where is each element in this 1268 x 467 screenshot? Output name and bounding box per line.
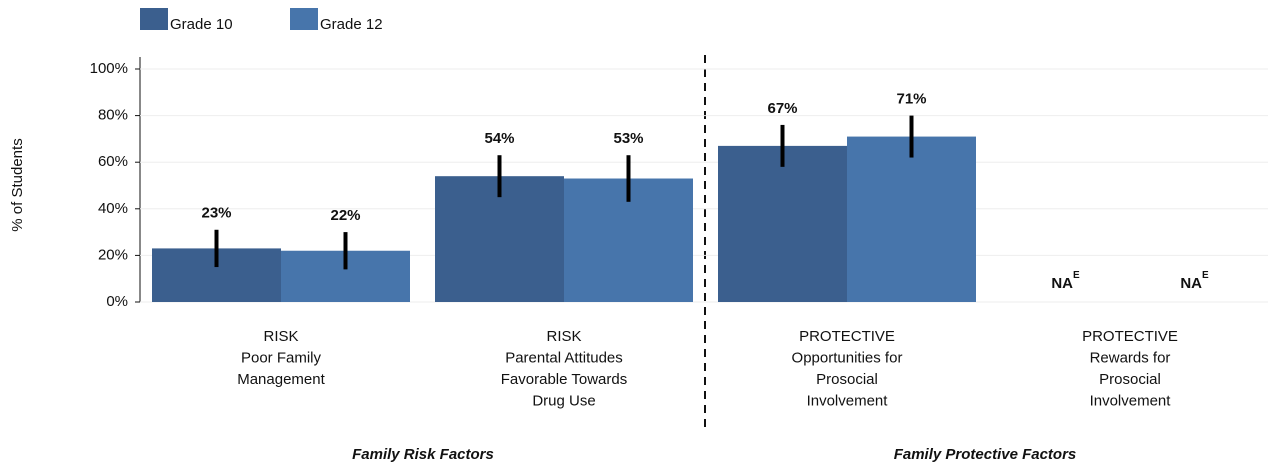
bar	[847, 136, 976, 302]
value-label: 71%	[896, 91, 926, 108]
x-tick-label: Drug Use	[532, 392, 595, 409]
value-label: 53%	[613, 130, 643, 147]
legend-label: Grade 10	[170, 16, 233, 33]
x-tick-label: Favorable Towards	[501, 371, 627, 388]
y-tick-label: 0%	[106, 293, 128, 310]
x-tick-label: PROTECTIVE	[1082, 328, 1178, 345]
y-tick-label: 80%	[98, 107, 128, 124]
x-tick-label: Involvement	[1090, 392, 1172, 409]
group-label: Family Protective Factors	[894, 446, 1077, 463]
group-label: Family Risk Factors	[352, 446, 494, 463]
x-tick-label: Poor Family	[241, 349, 322, 366]
legend-label: Grade 12	[320, 16, 383, 33]
x-tick-label: Rewards for	[1090, 349, 1171, 366]
value-label: 67%	[767, 100, 797, 117]
value-label: 54%	[484, 130, 514, 147]
value-label: NAE	[1180, 270, 1209, 292]
value-label-note: E	[1073, 270, 1080, 281]
y-tick-label: 20%	[98, 246, 128, 263]
legend-swatch	[140, 8, 168, 30]
value-label: 22%	[330, 207, 360, 224]
y-tick-label: 100%	[90, 60, 128, 77]
y-tick-label: 60%	[98, 153, 128, 170]
x-tick-label: PROTECTIVE	[799, 328, 895, 345]
x-tick-label: RISK	[546, 328, 581, 345]
value-label-note: E	[1202, 270, 1209, 281]
value-label-text: NA	[1051, 275, 1073, 292]
value-label: NAE	[1051, 270, 1080, 292]
x-tick-label: Prosocial	[816, 371, 878, 388]
x-tick-label: Management	[237, 371, 325, 388]
x-tick-label: Opportunities for	[792, 349, 903, 366]
x-tick-label: Involvement	[807, 392, 889, 409]
x-tick-label: Parental Attitudes	[505, 349, 623, 366]
value-label: 23%	[201, 205, 231, 222]
value-label-text: NA	[1180, 275, 1202, 292]
bar	[718, 145, 847, 302]
x-tick-label: Prosocial	[1099, 371, 1161, 388]
y-tick-label: 40%	[98, 200, 128, 217]
x-tick-label: RISK	[263, 328, 298, 345]
legend-swatch	[290, 8, 318, 30]
y-axis-label: % of Students	[9, 138, 26, 231]
